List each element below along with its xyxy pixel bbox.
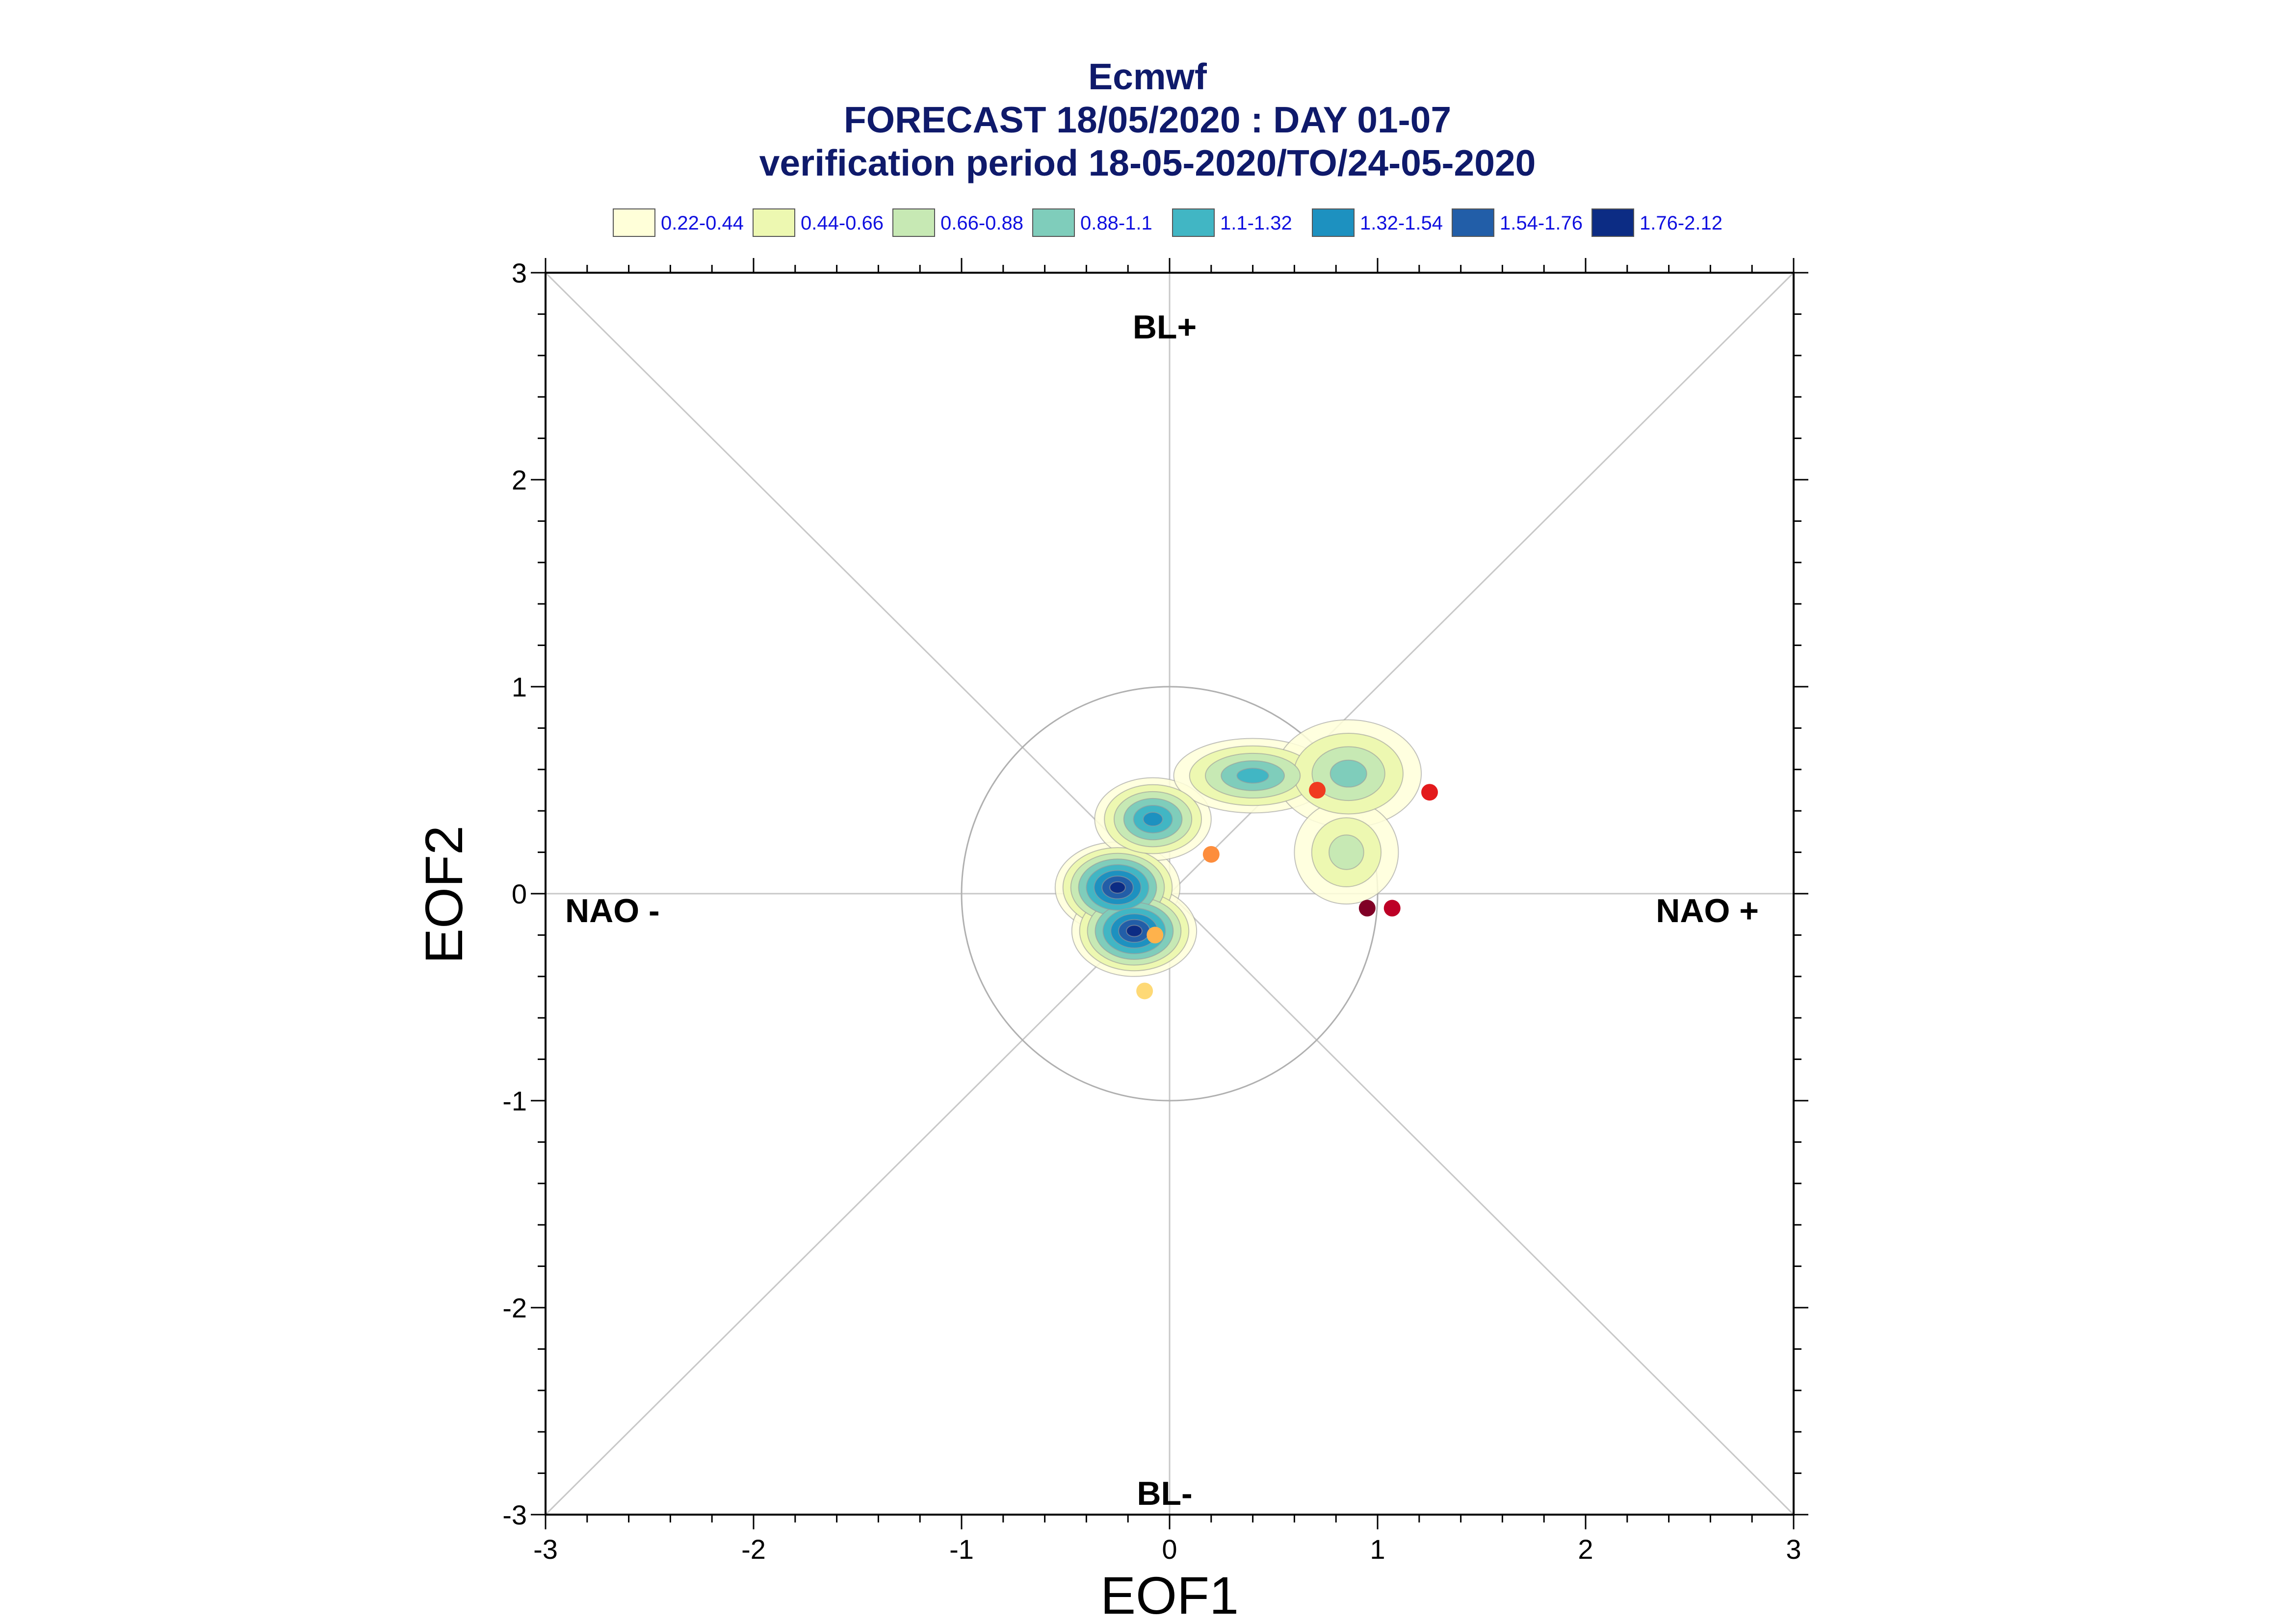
y-tick-label: 2 bbox=[512, 464, 527, 495]
density-contour bbox=[1236, 768, 1269, 784]
density-contour bbox=[1329, 834, 1364, 870]
y-axis-title: EOF2 bbox=[414, 825, 473, 964]
x-tick-label: -1 bbox=[949, 1534, 974, 1565]
data-point bbox=[1202, 846, 1220, 863]
data-point bbox=[1309, 782, 1326, 799]
legend-label: 1.32-1.54 bbox=[1360, 212, 1443, 234]
legend-swatch bbox=[1312, 208, 1355, 237]
legend: 0.22-0.44 0.44-0.66 0.66-0.88 0.88-1.1 1.1-1… bbox=[613, 208, 1722, 237]
regime-label-bottom: BL- bbox=[1137, 1475, 1192, 1512]
x-axis-title: EOF1 bbox=[1100, 1566, 1239, 1624]
regime-label-left: NAO - bbox=[565, 892, 660, 929]
legend-swatch bbox=[753, 208, 795, 237]
x-tick-label: -2 bbox=[741, 1534, 766, 1565]
legend-label: 0.44-0.66 bbox=[801, 212, 884, 234]
legend-swatch bbox=[1032, 208, 1075, 237]
x-tick-label: -3 bbox=[533, 1534, 558, 1565]
chart-subtitle-2: verification period 18-05-2020/TO/24-05-… bbox=[759, 142, 1536, 183]
legend-swatch bbox=[892, 208, 935, 237]
regime-label-right: NAO + bbox=[1656, 892, 1759, 929]
density-contour bbox=[1330, 759, 1367, 788]
y-tick-label: 3 bbox=[512, 258, 527, 288]
legend-label: 0.66-0.88 bbox=[940, 212, 1023, 234]
regime-label-top: BL+ bbox=[1133, 309, 1197, 346]
data-point bbox=[1147, 927, 1164, 944]
legend-label: 0.22-0.44 bbox=[661, 212, 744, 234]
x-tick-label: 2 bbox=[1578, 1534, 1593, 1565]
legend-swatch bbox=[1591, 208, 1634, 237]
x-tick-label: 0 bbox=[1162, 1534, 1177, 1565]
data-point bbox=[1136, 982, 1153, 1000]
scatter-points bbox=[1136, 782, 1438, 1000]
density-contour bbox=[1126, 925, 1143, 937]
data-point bbox=[1383, 900, 1401, 917]
legend-swatch bbox=[1172, 208, 1215, 237]
legend-label: 1.1-1.32 bbox=[1220, 212, 1292, 234]
chart-subtitle: FORECAST 18/05/2020 : DAY 01-07 bbox=[844, 99, 1451, 140]
y-tick-label: -3 bbox=[502, 1499, 527, 1530]
density-contours bbox=[1054, 719, 1422, 977]
legend-label: 1.54-1.76 bbox=[1500, 212, 1583, 234]
y-tick-label: -2 bbox=[502, 1292, 527, 1323]
data-point bbox=[1358, 900, 1376, 917]
legend-swatch bbox=[1452, 208, 1494, 237]
density-contour bbox=[1109, 881, 1126, 894]
x-tick-label: 3 bbox=[1786, 1534, 1801, 1565]
y-tick-label: 1 bbox=[512, 671, 527, 702]
x-tick-label: 1 bbox=[1370, 1534, 1385, 1565]
y-tick-label: -1 bbox=[502, 1085, 527, 1116]
density-contour bbox=[1143, 812, 1163, 827]
legend-swatch bbox=[613, 208, 655, 237]
y-tick-label: 0 bbox=[512, 878, 527, 909]
data-point bbox=[1421, 784, 1438, 801]
legend-label: 1.76-2.12 bbox=[1640, 212, 1722, 234]
legend-label: 0.88-1.1 bbox=[1080, 212, 1152, 234]
axis-ticks: -3 -2 -1 0 1 2 3 3 2 1 0 -1 -2 -3 bbox=[502, 258, 1808, 1565]
chart-title: Ecmwf bbox=[1088, 56, 1207, 97]
